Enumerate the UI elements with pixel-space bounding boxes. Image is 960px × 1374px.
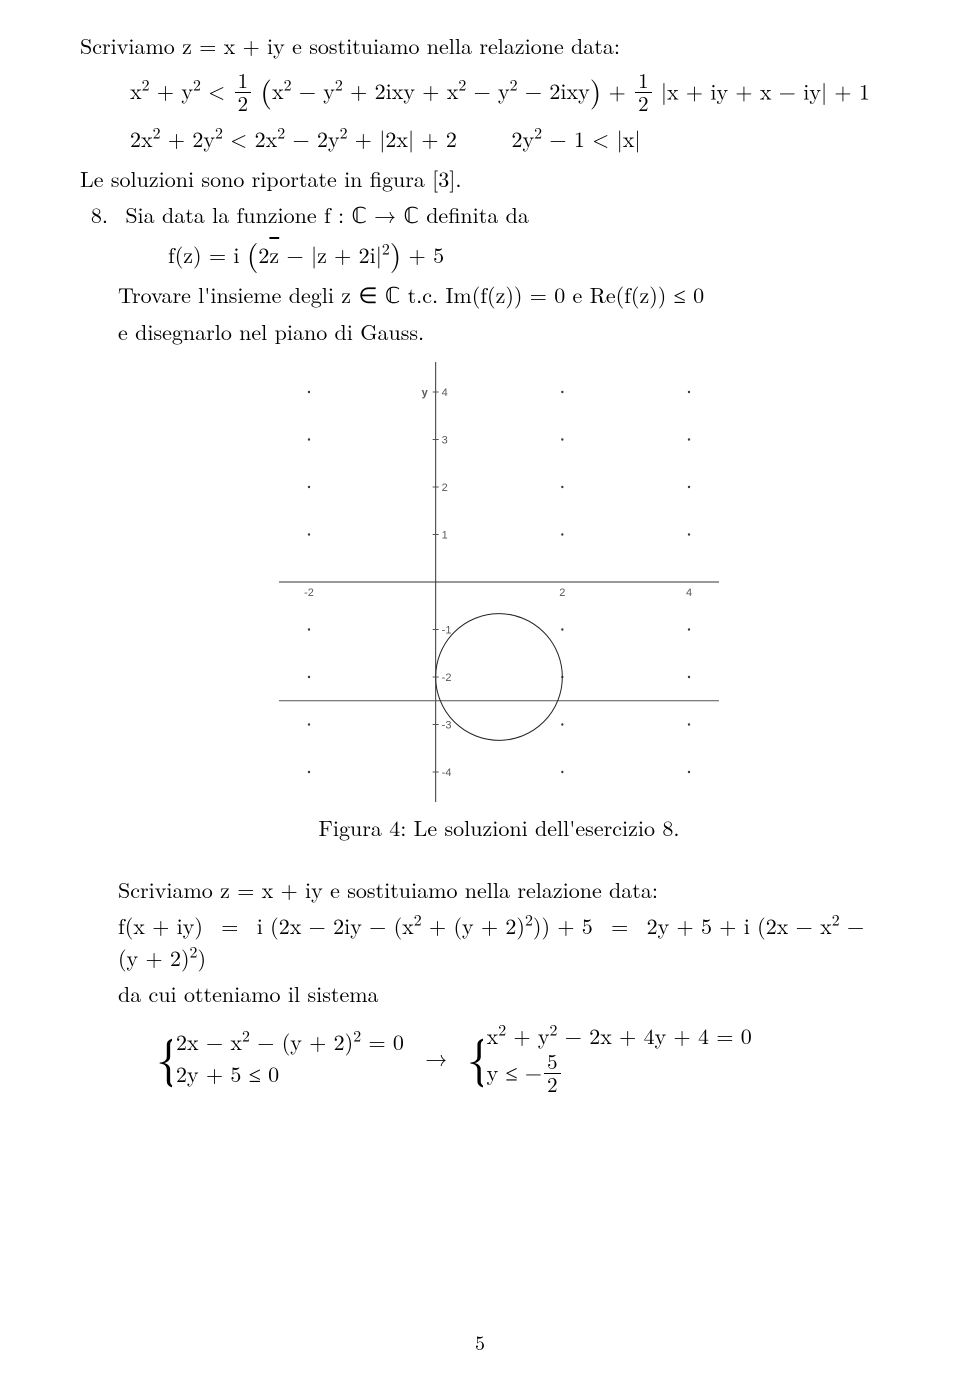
eq1-frac1: 1 2	[235, 70, 251, 115]
svg-text:-4: -4	[442, 767, 452, 779]
system-left: 2x − x2 − (y + 2)2 = 0 2y + 5 ≤ 0	[158, 1026, 404, 1090]
p8-computation: f(x + iy) = i (2x − 2iy − (x2 + (y + 2)2…	[118, 910, 880, 974]
system-equations: 2x − x2 − (y + 2)2 = 0 2y + 5 ≤ 0 → x2 +…	[158, 1014, 880, 1103]
p8-intro: Scriviamo z = x + iy e sostituiamo nella…	[118, 874, 880, 906]
svg-text:-3: -3	[442, 720, 452, 732]
p7-closing: Le soluzioni sono riportate in figura [3…	[80, 163, 880, 195]
svg-text:2: 2	[559, 587, 565, 599]
svg-text:-1: -1	[442, 625, 452, 637]
rparen-icon: )	[390, 233, 402, 275]
eq2-left: 2x2 + 2y2 < 2x2 − 2y2 + |2x| + 2	[130, 123, 457, 154]
figure-caption: Figura 4: Le soluzioni dell'esercizio 8.	[118, 812, 880, 844]
svg-text:-2: -2	[442, 672, 452, 684]
eq1-after: |x + iy + x − iy| + 1	[661, 75, 870, 106]
sysR1: x2 + y2 − 2x + 4y + 4 = 0	[487, 1020, 752, 1052]
eq2-right: 2y2 − 1 < |x|	[512, 123, 641, 154]
rparen-icon: )	[590, 69, 602, 111]
sysL2: 2y + 5 ≤ 0	[176, 1058, 404, 1090]
arrow-icon: →	[425, 1042, 447, 1073]
svg-text:2: 2	[442, 482, 448, 494]
p7-equation-line1: x2 + y2 < 1 2 (x2 − y2 + 2ixy + x2 − y2 …	[130, 70, 880, 115]
p7-intro: Scriviamo z = x + iy e sostituiamo nella…	[80, 30, 880, 62]
page-number: 5	[0, 1327, 960, 1356]
svg-text:4: 4	[686, 587, 692, 599]
item8-text-a: Sia data la funzione f :	[125, 199, 351, 230]
system-right: x2 + y2 − 2x + 4y + 4 = 0 y ≤ −52	[469, 1020, 752, 1097]
gauss-plane-chart: -2 2 4 -4 -3 -2 -1 1 2 3 4 y	[279, 362, 719, 802]
svg-text:y: y	[422, 387, 429, 399]
blackboard-c-icon: ℂ	[385, 283, 400, 308]
lparen-icon: (	[260, 69, 272, 111]
svg-text:3: 3	[442, 435, 448, 447]
svg-text:4: 4	[442, 387, 448, 399]
eq1-left: x2 + y2 <	[130, 75, 233, 106]
p8-line2: da cui otteniamo il sistema	[118, 978, 880, 1010]
item8-equation: f(z) = i (2z − |z + 2i|2) + 5	[168, 239, 880, 271]
p7-equation-line2: 2x2 + 2y2 < 2x2 − 2y2 + |2x| + 2 2y2 − 1…	[130, 123, 880, 155]
eq1-plus: +	[609, 75, 633, 106]
svg-text:1: 1	[442, 530, 448, 542]
blackboard-c-icon: ℂ	[404, 203, 419, 228]
item8-question-2: e disegnarlo nel piano di Gauss.	[118, 316, 880, 348]
item8-text-c: definita da	[419, 199, 529, 230]
svg-text:-2: -2	[304, 587, 314, 599]
lparen-icon: (	[247, 233, 259, 275]
item8-question-1: Trovare l'insieme degli z ∈ ℂ t.c. Im(f(…	[118, 279, 880, 312]
sysL1: 2x − x2 − (y + 2)2 = 0	[176, 1026, 404, 1058]
eq1-frac2: 1 2	[635, 70, 651, 115]
item-number-8: 8.	[80, 199, 108, 231]
item8-statement: 8. Sia data la funzione f : ℂ → ℂ defini…	[118, 199, 880, 232]
eq1-mid: x2 − y2 + 2ixy + x2 − y2 − 2ixy	[272, 75, 590, 106]
item8-text-b: →	[367, 199, 404, 230]
brace-icon	[158, 1026, 172, 1090]
blackboard-c-icon: ℂ	[351, 203, 366, 228]
brace-icon	[469, 1020, 483, 1097]
sysR2: y ≤ −52	[487, 1051, 752, 1096]
